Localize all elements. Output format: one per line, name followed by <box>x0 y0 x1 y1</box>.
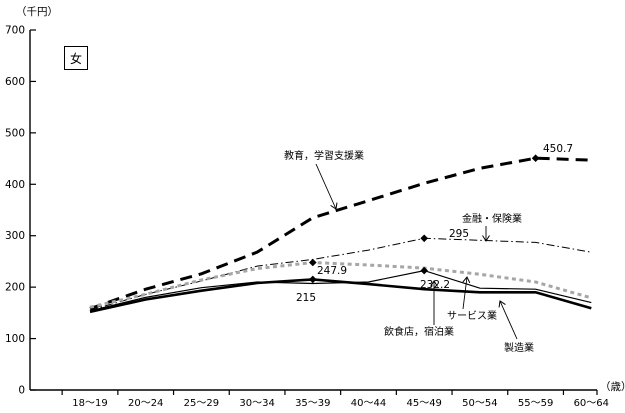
x-tick-label: 50～54 <box>462 398 497 409</box>
series-annotation-label-manufacturing: 製造業 <box>504 341 534 354</box>
series-annotation-arrow-services <box>462 276 471 310</box>
x-axis-unit-label: （歳） <box>600 381 625 393</box>
y-axis-unit-label: （千円） <box>16 6 58 18</box>
peak-marker-manufacturing <box>309 275 317 284</box>
legend-female-label: 女 <box>69 51 82 66</box>
x-tick-label: 18～19 <box>72 398 107 409</box>
y-tick-label: 100 <box>5 333 25 345</box>
peak-value-label-education: 450.7 <box>543 143 573 155</box>
y-tick-label: 400 <box>5 179 25 191</box>
x-tick-label: 25～29 <box>184 398 219 409</box>
series-annotation-arrow-manufacturing <box>498 300 518 340</box>
peak-marker-services <box>309 258 317 267</box>
series-line-education <box>89 156 592 311</box>
x-tick-label: 20～24 <box>128 398 163 409</box>
series-annotation-arrow-education <box>315 163 338 210</box>
y-tick-label: 700 <box>5 25 25 37</box>
peak-marker-education <box>531 154 540 163</box>
x-tick-label: 55～59 <box>518 398 553 409</box>
y-tick-label: 0 <box>18 385 25 397</box>
series-line-services <box>89 260 592 309</box>
peak-value-label-services: 247.9 <box>317 265 347 277</box>
peak-value-label-finance: 295 <box>449 228 469 240</box>
series-line-finance <box>89 237 592 311</box>
x-tick-label: 45～49 <box>406 398 441 409</box>
series-annotation-label-services: サービス業 <box>447 309 497 322</box>
peak-value-label-manufacturing: 215 <box>296 292 316 304</box>
y-tick-label: 600 <box>5 76 25 88</box>
peak-value-label-restaurants: 232.2 <box>420 279 450 291</box>
legend-female-box: 女 <box>64 46 88 70</box>
x-tick-label: 40～44 <box>351 398 386 409</box>
x-tick-label: 35～39 <box>295 398 330 409</box>
y-tick-label: 500 <box>5 127 25 139</box>
peak-marker-finance <box>420 234 428 243</box>
x-tick-label: 60～64 <box>574 398 609 409</box>
series-line-manufacturing <box>89 278 592 314</box>
y-tick-label: 300 <box>5 230 25 242</box>
peak-marker-restaurants <box>420 266 428 275</box>
series-annotation-label-education: 教育，学習支援業 <box>284 149 364 162</box>
series-annotation-label-restaurants: 飲食店，宿泊業 <box>384 325 454 338</box>
series-annotation-label-finance: 金融・保険業 <box>462 212 522 225</box>
x-tick-label: 30～34 <box>239 398 274 409</box>
y-tick-label: 200 <box>5 282 25 294</box>
